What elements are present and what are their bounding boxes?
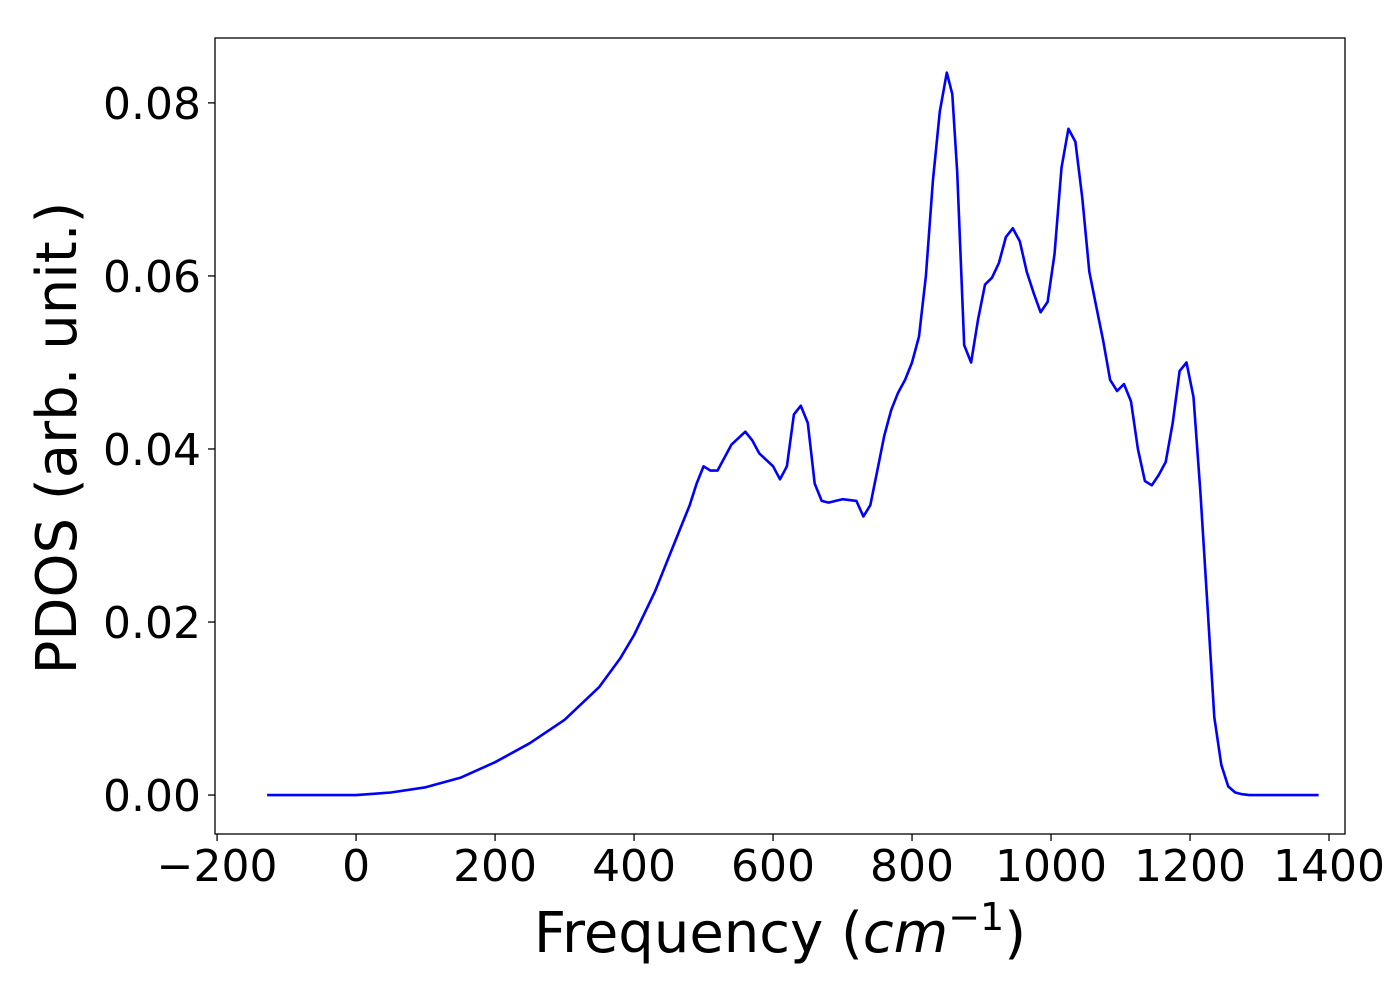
y-tick-label: 0.06	[103, 252, 201, 303]
x-axis-label-text: Frequency (	[534, 901, 863, 966]
y-tick-label: 0.00	[103, 771, 201, 822]
x-axis-label: Frequency (cm−1)	[534, 895, 1026, 966]
x-tick-label: 1400	[1273, 841, 1385, 892]
y-tick-label: 0.04	[103, 425, 201, 476]
y-tick-label: 0.02	[103, 598, 201, 649]
x-tick-label: 400	[592, 841, 676, 892]
x-tick-label: 800	[870, 841, 954, 892]
x-axis-ticks: −200 0 200 400 600 800 1000 1200 1400	[157, 834, 1385, 892]
x-tick-label: 600	[731, 841, 815, 892]
x-tick-label: 200	[453, 841, 537, 892]
x-axis-label-exponent: −1	[948, 895, 1004, 939]
series-layer	[267, 71, 1319, 797]
y-tick-label: 0.08	[103, 79, 201, 130]
x-axis-label-close: )	[1004, 901, 1026, 966]
y-axis-label: PDOS (arb. unit.)	[25, 202, 90, 675]
x-tick-label: 1000	[995, 841, 1107, 892]
x-tick-label: −200	[157, 841, 278, 892]
x-tick-label: 0	[342, 841, 370, 892]
x-axis-label-unit: cm	[863, 901, 948, 966]
y-axis-ticks: 0.00 0.02 0.04 0.06 0.08	[103, 79, 215, 822]
pdos-line	[267, 71, 1319, 797]
plot-frame	[214, 37, 1346, 835]
x-tick-label: 1200	[1134, 841, 1246, 892]
